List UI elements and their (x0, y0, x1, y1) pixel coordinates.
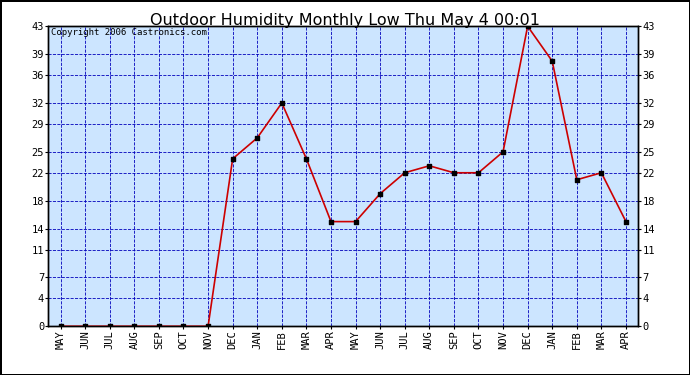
Point (571, 177, 582, 183)
Point (326, 219, 337, 225)
Point (276, 100, 287, 106)
Point (104, 323, 115, 329)
Point (522, 23, 533, 29)
Point (546, 58, 558, 64)
Point (129, 323, 140, 329)
Point (400, 170, 411, 176)
Point (227, 156, 238, 162)
Point (596, 170, 607, 176)
Point (301, 156, 312, 162)
Point (55, 323, 66, 329)
Text: Copyright 2006 Castronics.com: Copyright 2006 Castronics.com (51, 28, 207, 37)
Text: Outdoor Humidity Monthly Low Thu May 4 00:01: Outdoor Humidity Monthly Low Thu May 4 0… (150, 13, 540, 28)
Point (424, 163, 435, 169)
Point (252, 135, 263, 141)
Point (497, 149, 509, 155)
Point (620, 219, 631, 225)
Point (153, 323, 164, 329)
Point (448, 170, 460, 176)
Point (79, 323, 90, 329)
Point (375, 191, 386, 197)
Point (473, 170, 484, 176)
Point (178, 323, 189, 329)
Point (203, 323, 214, 329)
Point (350, 219, 361, 225)
